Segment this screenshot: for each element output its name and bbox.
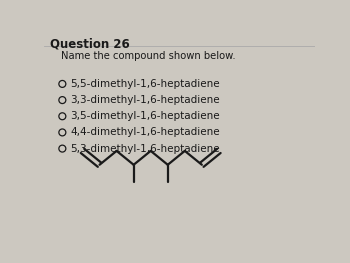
- Text: 3,3-dimethyl-1,6-heptadiene: 3,3-dimethyl-1,6-heptadiene: [70, 95, 220, 105]
- Text: 4,4-dimethyl-1,6-heptadiene: 4,4-dimethyl-1,6-heptadiene: [70, 128, 220, 138]
- Text: Name the compound shown below.: Name the compound shown below.: [61, 51, 236, 61]
- Text: 5,5-dimethyl-1,6-heptadiene: 5,5-dimethyl-1,6-heptadiene: [70, 79, 220, 89]
- Text: 5,3-dimethyl-1,6-heptadiene: 5,3-dimethyl-1,6-heptadiene: [70, 144, 220, 154]
- Text: Question 26: Question 26: [50, 38, 130, 51]
- Text: 3,5-dimethyl-1,6-heptadiene: 3,5-dimethyl-1,6-heptadiene: [70, 111, 220, 121]
